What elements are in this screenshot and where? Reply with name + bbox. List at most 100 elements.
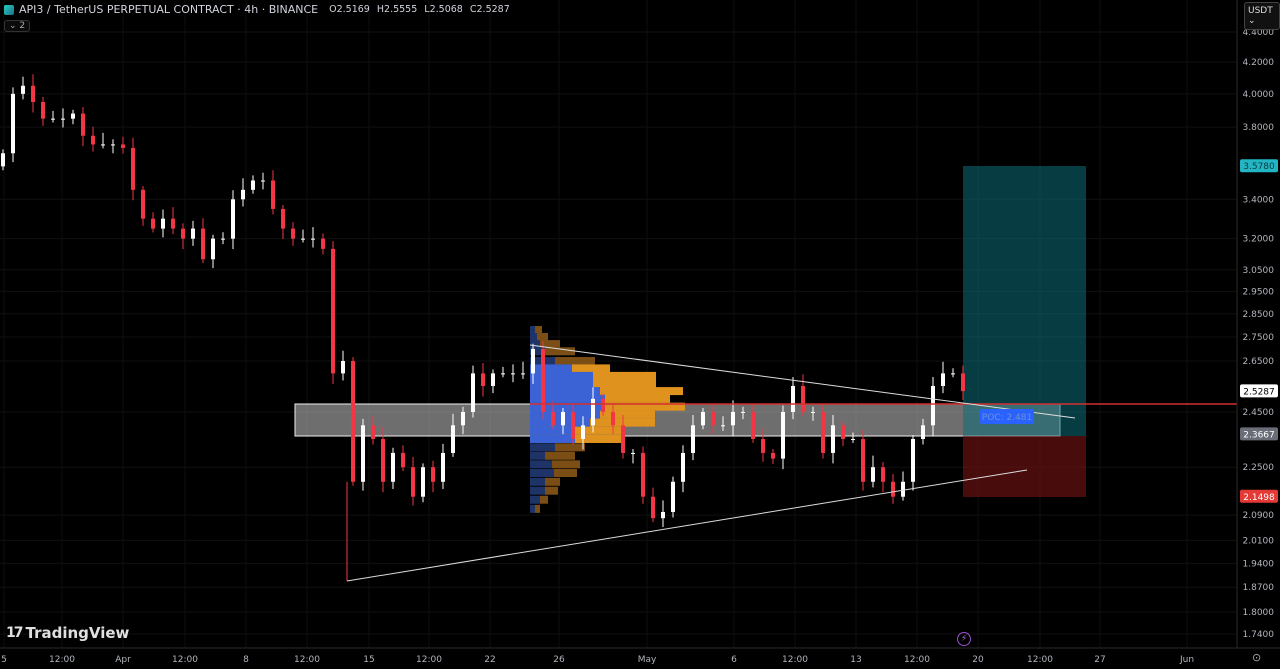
candle-body [761,438,765,453]
candle-body [611,411,615,426]
candle-body [691,425,695,453]
volume-profile-down-bar [555,357,595,366]
poc-label: POC: 2.481 [982,413,1032,423]
tradingview-mark-icon: 17 [6,625,24,641]
volume-profile-up-bar [530,451,545,460]
time-axis[interactable]: 5 12:00 Apr 12:00 8 12:00 15 12:00 22 26 May 6 12:00… [0,647,1280,665]
candle-body [491,373,495,386]
candle-body [931,385,935,426]
poc-label-box [980,409,1034,424]
brand-name: TradingView [25,624,130,642]
candle-body [961,373,965,392]
candle-body [651,496,655,519]
candle-body [631,452,635,454]
candle-body [811,411,815,413]
symbol-header[interactable]: API3 / TetherUS PERPETUAL CONTRACT · 4h … [4,3,514,16]
candle-body [881,467,885,482]
candle-body [841,425,845,439]
currency-dropdown[interactable]: USDT ⌄ [1244,2,1280,30]
triangle-lower-trendline[interactable] [346,469,1028,582]
candle-body [511,373,515,375]
target-zone[interactable] [963,166,1086,436]
time-tick-label: Apr [115,655,131,665]
tradingview-logo[interactable]: 17 TradingView [6,624,129,642]
volume-profile-down-bar [545,347,575,356]
candle-body [101,144,105,146]
volume-profile-up-bar [530,387,600,396]
price-tick-label: 2.7500 [1243,333,1275,343]
candle-body [71,113,75,119]
candle-body [271,180,275,209]
time-tick-label: May [638,655,657,665]
candle-body [801,385,805,412]
lightning-icon[interactable]: ⚡ [957,632,971,646]
time-tick-label: 22 [484,655,495,665]
candle-body [221,238,225,240]
price-badge-last [1240,384,1278,398]
volume-profile-up-bar [530,477,545,486]
ohlc-values: O2.5169 H2.5555 L2.5068 C2.5287 [329,4,514,15]
candle-body [341,361,345,374]
candle-body [871,467,875,482]
price-badge-stop [1240,489,1278,503]
candle-body [601,398,605,412]
candle-body [21,85,25,94]
time-tick-label: 26 [553,655,565,665]
time-tick-label: 12:00 [904,655,930,665]
time-tick-label: 27 [1094,655,1105,665]
candle-body [831,425,835,453]
price-tick-label: 4.4000 [1243,28,1275,38]
volume-profile-down-bar [555,443,585,452]
time-tick-label: 6 [731,655,737,665]
volume-profile-up-bar [530,332,537,341]
price-tick-label: 2.4500 [1243,408,1275,418]
candle-body [751,411,755,439]
candle-body [81,113,85,136]
volume-profile-down-bar [575,434,625,443]
candle-body [911,438,915,482]
candle-body [191,228,195,239]
volume-profile-up-bar [530,468,554,477]
candle-body [711,411,715,426]
price-tick-label: 2.0900 [1243,511,1275,521]
price-tick-label: 2.9500 [1243,287,1275,297]
price-tick-label: 3.0500 [1243,266,1275,276]
volume-profile-down-bar [545,486,558,495]
volume-profile-down-bar [572,364,610,373]
volume-profile-down-bar [575,426,625,435]
time-tick-label: Jun [1179,655,1194,665]
grid [0,0,1237,648]
open-value: O2.5169 [329,4,370,15]
candle-body [111,144,115,146]
price-tick-label: 2.0100 [1243,536,1275,546]
time-tick-label: 12:00 [172,655,198,665]
candle-body [791,385,795,412]
candle-body [121,144,125,148]
price-axis[interactable]: 4.4000 4.2000 4.0000 3.8000 3.4000 3.2000 3.05… [1236,0,1280,669]
price-tick-label: 1.7400 [1243,630,1275,640]
candle-body [471,373,475,412]
volume-profile-down-bar [600,410,655,419]
time-tick-label: 12:00 [1027,655,1053,665]
volume-profile-up-bar [530,434,575,443]
candle-body [521,373,525,375]
volume-profile-up-bar [530,394,605,403]
candle-body [181,228,185,239]
candle-body [411,467,415,497]
candle-body [901,481,905,497]
candle-body [531,348,535,374]
volume-profile-down-bar [545,477,560,486]
axis-settings-icon[interactable]: ⊙ [1252,651,1262,664]
price-tick-label: 4.0000 [1243,90,1275,100]
candle-body [861,438,865,482]
candle-body [781,411,785,459]
stop-zone[interactable] [963,436,1086,497]
volume-profile-up-bar [530,460,552,469]
symbol-title[interactable]: API3 / TetherUS PERPETUAL CONTRACT · 4h … [19,3,319,16]
volume-profile-up-bar [530,504,535,513]
triangle-upper-trendline[interactable] [529,344,1076,419]
price-tick-label: 3.2000 [1243,235,1275,245]
candle-body [701,411,705,426]
indicators-collapse-button[interactable]: ⌄ 2 [4,20,31,32]
